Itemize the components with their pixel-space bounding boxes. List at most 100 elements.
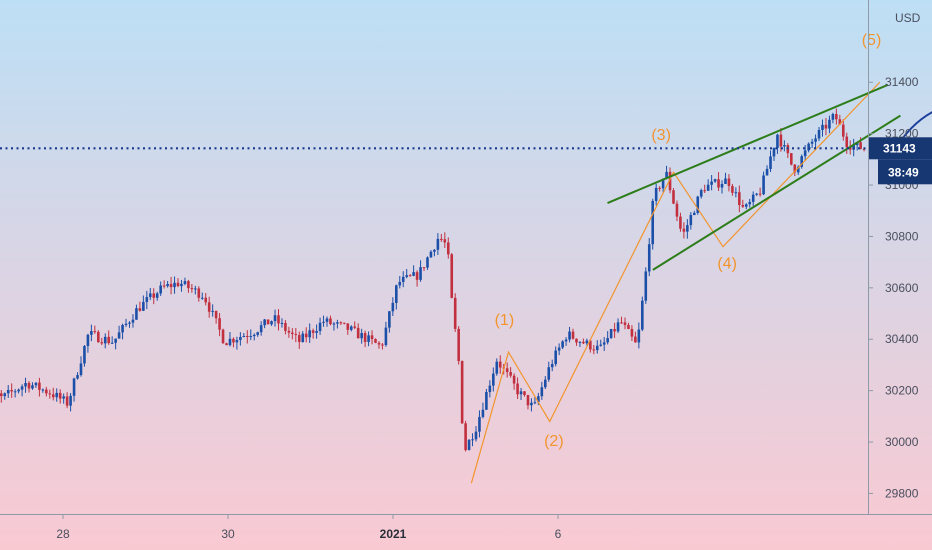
candle [263,318,266,329]
elliott-wave-line [470,81,881,484]
candle-body [443,239,447,243]
candle [297,331,301,349]
candle [821,119,824,137]
candle-body [259,325,263,333]
candle [751,191,755,206]
candle [440,233,443,242]
forecast-arrow-curve [899,111,932,142]
candle [443,232,447,249]
candle-body [45,389,48,394]
candle [363,330,367,348]
candle [131,314,135,328]
candle [505,362,509,378]
candle [235,336,239,350]
candle-body [859,142,862,149]
wave-label: (4) [717,256,737,273]
candle-body [103,336,107,344]
candle [173,276,176,294]
candle-body [180,283,183,287]
candle-body [755,193,758,195]
candle-body [641,300,644,330]
candle [647,238,651,277]
candle [637,322,641,349]
candle [426,256,429,270]
candle-body [630,328,634,337]
candle-body [769,156,772,169]
candle-body [135,308,138,320]
candle [661,178,665,193]
candle-body [38,382,41,390]
candle [315,324,318,339]
current-price-box [869,137,932,160]
x-tick-label: 30 [221,527,235,541]
candle [401,271,405,288]
candle-body [710,181,713,185]
candle [523,391,526,397]
candle-body [152,293,156,298]
candle [758,187,762,197]
wave-label: (5) [862,32,882,49]
candle [356,323,360,339]
candle [45,386,48,397]
candle-body [0,393,3,397]
candle-body [661,178,665,189]
candle-body [616,322,620,332]
candle-body [322,321,325,323]
candle-body [131,319,135,323]
candle [765,165,769,176]
candle [69,392,72,412]
candle [613,322,616,338]
candle [602,337,606,352]
candle [349,325,353,332]
candle [405,269,408,279]
candle [776,133,779,154]
countdown-box [878,159,932,185]
candle-body [349,326,353,330]
candle-body [571,331,575,339]
candle-body [550,364,554,368]
candle [429,250,433,258]
candle [311,328,315,339]
candle-body [699,190,703,197]
candle-body [481,409,485,417]
candle-body [654,187,658,201]
candle [543,376,547,390]
candle [58,389,62,404]
candle-body [284,322,287,331]
candle [176,278,180,288]
candle-body [543,379,547,388]
candle [339,321,343,325]
candle [395,284,398,310]
y-tick-label: 30200 [885,384,919,398]
candle-body [689,214,693,226]
candle-body [249,336,253,338]
candle [703,184,706,193]
candle-body [731,186,734,193]
channel-lower-line [652,114,901,271]
candle [790,153,793,166]
candle-body [346,323,350,330]
candle-body [848,147,852,150]
x-tick-label: 28 [56,527,70,541]
candle-body [807,143,810,151]
candle [273,309,277,327]
candle [110,336,114,344]
candle-body [86,334,90,347]
candle-body [783,145,786,147]
candle-body [609,329,613,339]
candle [814,134,817,149]
candle [183,277,187,286]
candle-body [668,171,672,191]
candle-body [467,439,471,451]
candle-body [246,335,249,337]
candle [41,388,45,393]
candle-body [554,350,557,365]
current-price-value: 31143 [883,141,916,155]
candle [374,338,377,344]
candle-body [117,332,121,339]
candle-body [672,190,675,204]
candle [450,253,454,299]
candle [415,270,419,287]
